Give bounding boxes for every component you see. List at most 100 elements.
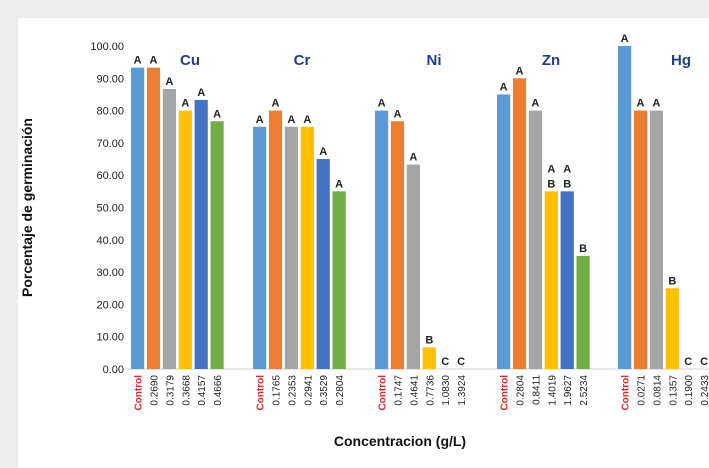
x-tick-label: 1.3924 (457, 375, 468, 406)
significance-label: A (563, 163, 571, 175)
bar (390, 121, 405, 369)
significance-label: A (637, 98, 645, 110)
bar (146, 67, 161, 370)
chart-frame: 0.00 10.00 20.00 30.00 40.00 50.00 60.00 70.00 8… (18, 18, 709, 468)
x-tick-label: 0.2690 (150, 375, 161, 406)
significance-label: A (319, 146, 327, 158)
x-tick-label-control: Control (621, 375, 632, 411)
bar (665, 288, 679, 369)
x-tick-label: 0.8411 (531, 375, 542, 405)
significance-label: A (652, 98, 660, 110)
bar (560, 191, 574, 369)
significance-label: B (668, 275, 676, 287)
bar (210, 121, 224, 369)
x-tick-label-control: Control (134, 375, 145, 411)
bar (178, 110, 192, 369)
significance-label: C (700, 356, 708, 368)
bar (406, 164, 420, 369)
y-axis-title: Porcentaje de germinación (19, 118, 35, 297)
y-tick-label: 60.00 (96, 170, 124, 182)
group-title-zn: Zn (542, 52, 560, 69)
significance-label: A (150, 55, 158, 67)
x-tick-label-control: Control (256, 375, 267, 411)
bar (544, 191, 558, 369)
group-title-ni: Ni (427, 52, 442, 69)
x-tick-label-control: Control (500, 375, 511, 411)
bar (162, 88, 176, 370)
significance-label: B (547, 178, 555, 190)
x-tick-label: 0.2804 (516, 375, 527, 406)
x-tick-label: 0.1900 (684, 375, 695, 406)
x-tick-label: 0.2433 (700, 375, 709, 406)
x-tick-label: 2.5234 (579, 375, 590, 406)
x-tick-label: 1.4019 (547, 375, 558, 406)
bar (422, 347, 436, 369)
bar (618, 46, 632, 369)
x-tick-label: 0.3179 (165, 375, 176, 406)
significance-label: A (500, 81, 508, 93)
y-tick-label: 40.00 (96, 235, 124, 247)
significance-label: A (531, 98, 539, 110)
x-tick-label: 0.1357 (668, 375, 679, 406)
group-title-hg: Hg (671, 52, 691, 69)
significance-label: A (394, 108, 402, 120)
bar (253, 126, 267, 369)
x-tick-label: 0.4641 (409, 375, 420, 406)
bar (649, 110, 663, 369)
x-axis-title: Concentracion (g/L) (334, 433, 466, 449)
bar (375, 110, 389, 369)
x-tick-label: 0.7736 (425, 375, 436, 406)
significance-label: C (684, 356, 692, 368)
bar (268, 110, 283, 369)
bar (194, 99, 208, 369)
x-tick-label: 0.2804 (335, 375, 346, 406)
significance-label: B (579, 243, 587, 255)
x-tick-label: 0.1765 (272, 375, 283, 406)
significance-label: A (378, 98, 386, 110)
significance-label: A (213, 108, 221, 120)
significance-label: A (272, 98, 280, 110)
significance-label: A (621, 33, 629, 45)
y-tick-label: 70.00 (96, 138, 124, 150)
significance-label: A (287, 114, 295, 126)
x-tick-label: 1.0830 (441, 375, 452, 406)
bar (576, 255, 590, 369)
bar (284, 126, 298, 369)
x-tick-label: 0.4157 (197, 375, 208, 406)
y-tick-label: 100.00 (90, 41, 124, 53)
bar (316, 159, 330, 369)
significance-label: A (197, 87, 205, 99)
y-tick-label: 30.00 (96, 267, 124, 279)
x-tick-label: 1.9627 (563, 375, 574, 406)
x-tick-label: 0.0814 (652, 375, 663, 406)
x-tick-label: 0.2941 (303, 375, 314, 406)
significance-label: B (563, 178, 571, 190)
y-tick-label: 20.00 (96, 299, 124, 311)
x-tick-label: 0.1747 (394, 375, 405, 406)
x-tick-label-control: Control (378, 375, 389, 411)
significance-label: C (457, 356, 465, 368)
significance-label: A (335, 178, 343, 190)
significance-label: C (441, 356, 449, 368)
y-tick-label: 50.00 (96, 203, 124, 215)
significance-label: A (256, 114, 264, 126)
group-title-cu: Cu (180, 52, 200, 69)
significance-label: A (165, 76, 173, 88)
germination-bar-chart: 0.00 10.00 20.00 30.00 40.00 50.00 60.00 70.00 8… (19, 33, 709, 449)
x-tick-label: 0.0271 (637, 375, 648, 406)
bar (300, 126, 314, 369)
bar (512, 78, 527, 370)
y-tick-label: 90.00 (96, 73, 124, 85)
y-tick-label: 0.00 (103, 364, 124, 376)
bar (528, 110, 542, 369)
bar (332, 191, 346, 369)
x-tick-label: 0.3668 (181, 375, 192, 406)
y-tick-label: 80.00 (96, 106, 124, 118)
significance-label: B (425, 334, 433, 346)
bar (633, 110, 648, 369)
significance-label: A (134, 55, 142, 67)
bar (131, 67, 145, 370)
significance-label: A (303, 114, 311, 126)
y-tick-label: 10.00 (96, 332, 124, 344)
significance-label: A (547, 163, 555, 175)
